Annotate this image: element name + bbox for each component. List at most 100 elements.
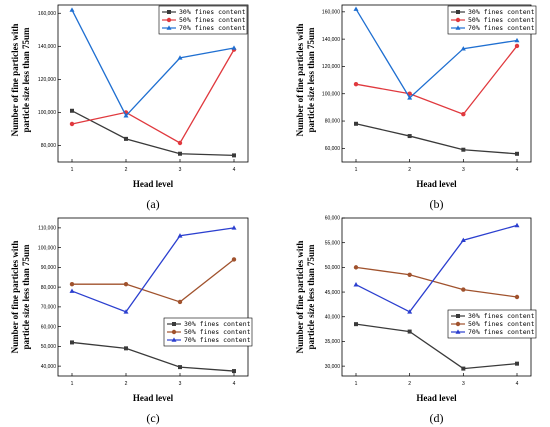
y-axis-label-line: Number of fine particles with (10, 241, 20, 354)
series-line-3 (355, 8, 518, 99)
series-line-1 (355, 123, 518, 155)
y-tick-label: 35,000 (325, 339, 341, 345)
data-point (178, 365, 182, 370)
x-axis-label: Head level (133, 393, 174, 403)
data-point (69, 281, 75, 287)
panel-label: (c) (146, 411, 159, 425)
data-point (460, 237, 466, 243)
data-point (232, 369, 236, 374)
y-tick-label: 160,000 (38, 11, 56, 17)
chart-panel-3: 40,000 50,000 60,000 70,000 80,000 90,000 100,… (10, 217, 253, 425)
chart-panel-4: 30,000 35,000 40,000 45,000 50,000 55,000 60,0… (295, 216, 537, 425)
series-line-1 (355, 323, 518, 370)
data-point (461, 287, 466, 292)
series-line-2 (72, 258, 235, 303)
data-point (124, 346, 128, 351)
legend-box (447, 5, 537, 35)
data-point (353, 282, 359, 287)
data-point (69, 288, 75, 293)
chart-panel-1: 80,000 100,000 120,000 140,000 160,000 1 2 3 4 He… (10, 4, 249, 211)
panel-label: (d) (430, 411, 444, 425)
data-point (124, 136, 128, 141)
legend-label: 30% fines content (468, 8, 535, 16)
x-tick-label: 1 (355, 381, 358, 387)
y-tick-label: 100,000 (38, 110, 56, 116)
y-tick-label: 70,000 (41, 305, 57, 311)
legend-label: 70% fines content (184, 336, 251, 344)
data-point (177, 140, 183, 146)
legend-swatch-marker (171, 337, 177, 342)
data-point (353, 81, 359, 87)
y-tick-label: 90,000 (41, 265, 57, 271)
data-point (232, 153, 236, 158)
x-tick-label: 3 (179, 381, 182, 387)
data-point (177, 233, 183, 238)
legend-swatch-marker (166, 25, 172, 30)
data-point (407, 309, 413, 314)
data-point (70, 108, 74, 113)
legend-swatch-marker (455, 329, 461, 334)
legend-swatch-marker (455, 25, 461, 30)
legend-label: 70% fines content (468, 328, 535, 336)
data-point (123, 113, 129, 118)
series-line-3 (71, 227, 235, 313)
x-axis-label: Head level (133, 179, 174, 189)
y-tick-label: 140,000 (322, 37, 340, 43)
y-tick-label: 30,000 (325, 364, 341, 370)
data-point (123, 281, 129, 287)
y-tick-label: 60,000 (41, 324, 57, 330)
data-point (461, 112, 466, 117)
legend-box (158, 5, 248, 35)
data-point (407, 329, 412, 334)
series-line-1 (71, 341, 235, 372)
data-point (515, 151, 519, 156)
series-line-3 (71, 9, 235, 117)
data-point (461, 366, 466, 371)
legend-label: 50% fines content (184, 328, 251, 336)
legend-label: 30% fines content (468, 312, 535, 320)
x-tick-label: 4 (233, 381, 236, 387)
legend-label: 30% fines content (179, 8, 246, 16)
data-point (231, 225, 237, 230)
data-point (460, 46, 466, 51)
data-point (461, 147, 466, 152)
plot-frame (341, 4, 532, 163)
data-point (514, 37, 520, 43)
data-point (514, 43, 520, 49)
panel-label: (a) (146, 197, 159, 211)
legend-label: 70% fines content (179, 24, 246, 32)
y-axis-label: Number of fine particles with particle si… (295, 241, 316, 354)
y-tick-label: 40,000 (325, 314, 341, 320)
x-tick-label: 3 (462, 167, 465, 173)
y-tick-label: 60,000 (325, 146, 341, 152)
x-tick-label: 3 (179, 167, 182, 173)
legend-label: 50% fines content (468, 16, 535, 24)
legend-swatch-marker (455, 321, 461, 327)
y-tick-label: 80,000 (41, 143, 57, 149)
legend-swatch-marker (166, 17, 172, 23)
y-tick-label: 160,000 (322, 10, 340, 16)
data-point (231, 45, 237, 50)
data-point (354, 322, 358, 327)
y-tick-label: 120,000 (322, 64, 340, 70)
y-tick-label: 100,000 (38, 245, 56, 251)
legend-swatch-marker (455, 17, 461, 23)
legend-label: 50% fines content (179, 16, 246, 24)
y-axis-label-line: particle size less than 75um (21, 244, 31, 349)
y-tick-label: 60,000 (325, 216, 341, 222)
y-tick-label: 55,000 (325, 240, 341, 246)
x-tick-label: 4 (233, 167, 236, 173)
data-point (515, 361, 519, 366)
legend-swatch-marker (167, 10, 171, 14)
data-point (353, 6, 359, 11)
y-axis-label-line: Number of fine particles with (295, 24, 305, 137)
data-point (177, 299, 183, 305)
x-tick-label: 3 (462, 381, 465, 387)
legend-box (447, 309, 537, 339)
x-tick-label: 4 (516, 167, 519, 173)
legend-swatch-marker (456, 10, 460, 14)
legend-label: 50% fines content (468, 320, 535, 328)
